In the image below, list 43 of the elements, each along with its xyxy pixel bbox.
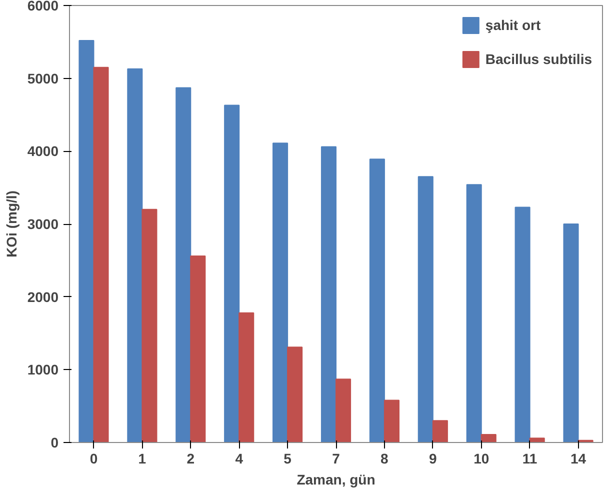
bar bbox=[336, 378, 352, 442]
bar bbox=[176, 87, 192, 442]
bar bbox=[384, 400, 400, 442]
x-tick-label: 10 bbox=[474, 450, 490, 466]
bar bbox=[78, 40, 94, 442]
bar bbox=[514, 206, 530, 442]
bar bbox=[142, 208, 158, 442]
bar bbox=[93, 66, 109, 442]
bar bbox=[287, 346, 303, 442]
x-tick-label: 5 bbox=[284, 450, 292, 466]
y-tick-label: 3000 bbox=[27, 216, 59, 232]
x-tick-label: 9 bbox=[429, 450, 438, 466]
bar bbox=[272, 142, 288, 442]
x-tick-label: 7 bbox=[332, 450, 340, 466]
x-tick-label: 0 bbox=[90, 450, 98, 466]
y-tick-label: 4000 bbox=[27, 143, 59, 160]
y-tick-label: 1000 bbox=[27, 362, 59, 378]
y-tick-label: 5000 bbox=[27, 70, 59, 86]
bar bbox=[480, 434, 496, 442]
x-tick-label: 2 bbox=[186, 450, 195, 466]
bar bbox=[529, 438, 545, 442]
x-tick-label: 4 bbox=[235, 450, 244, 466]
bar bbox=[224, 104, 240, 442]
x-axis-title: Zaman, gün bbox=[296, 472, 376, 488]
y-tick-label: 6000 bbox=[27, 0, 59, 14]
bar bbox=[432, 420, 448, 442]
x-tick-label: 1 bbox=[138, 450, 146, 466]
x-tick-label: 11 bbox=[522, 450, 538, 466]
bar bbox=[127, 68, 143, 442]
x-tick-label: 8 bbox=[380, 450, 389, 466]
bar bbox=[563, 224, 579, 442]
legend-label: şahit ort bbox=[485, 17, 541, 33]
y-tick-label: 0 bbox=[50, 434, 59, 450]
legend-label: Bacillus subtilis bbox=[485, 51, 592, 67]
bar bbox=[369, 158, 385, 442]
bar bbox=[320, 146, 336, 442]
bar bbox=[466, 184, 482, 442]
bar bbox=[418, 176, 434, 442]
y-axis-title: KOi (mg/l) bbox=[3, 190, 20, 258]
y-tick-label: 2000 bbox=[27, 288, 59, 305]
bar bbox=[190, 256, 206, 442]
x-tick-label: 14 bbox=[570, 450, 586, 466]
bar bbox=[238, 312, 254, 442]
